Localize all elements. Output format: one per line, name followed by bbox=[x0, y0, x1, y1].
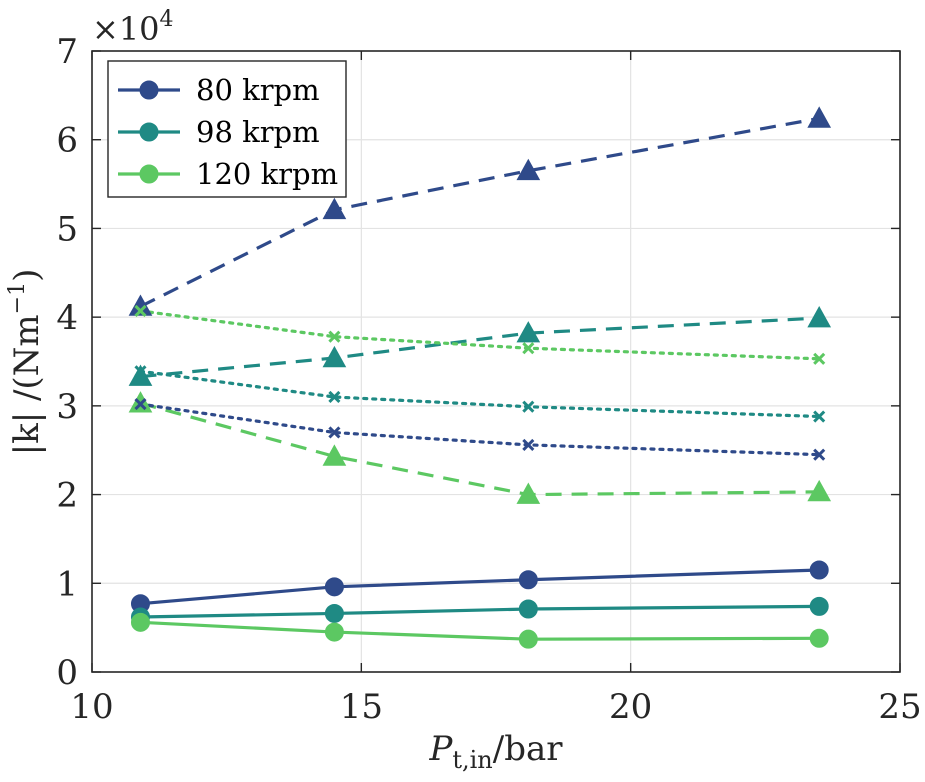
y-tick-label: 0 bbox=[56, 653, 78, 693]
series-line-4 bbox=[140, 316, 820, 379]
axis-ticks bbox=[91, 50, 901, 673]
legend-marker-1 bbox=[139, 122, 159, 142]
y-tick-label: 4 bbox=[56, 298, 78, 338]
legend-label-1: 98 krpm bbox=[196, 115, 320, 149]
data-point-4-1 bbox=[322, 345, 347, 368]
data-point-3-3 bbox=[807, 106, 832, 128]
series-line-0 bbox=[140, 568, 820, 606]
data-point-7-0 bbox=[134, 365, 147, 378]
data-point-8-2 bbox=[522, 342, 535, 355]
legend-label-0: 80 krpm bbox=[196, 73, 320, 107]
y-tick-label: 1 bbox=[56, 564, 78, 604]
y-tick-label: 6 bbox=[56, 121, 78, 161]
data-point-2-1 bbox=[324, 622, 344, 642]
data-point-4-2 bbox=[516, 321, 541, 343]
x-tick-label: 10 bbox=[70, 687, 113, 727]
data-point-3-1 bbox=[322, 197, 347, 220]
data-point-5-1 bbox=[322, 444, 347, 466]
data-point-7-2 bbox=[522, 400, 535, 413]
data-point-4-3 bbox=[807, 306, 832, 328]
legend-label-2: 120 krpm bbox=[196, 157, 338, 191]
x-tick-label: 20 bbox=[609, 687, 652, 727]
series-line-8 bbox=[138, 309, 821, 361]
data-point-7-1 bbox=[328, 390, 341, 404]
data-point-1-3 bbox=[809, 596, 829, 616]
data-point-3-0 bbox=[128, 294, 153, 316]
data-point-6-2 bbox=[522, 438, 535, 451]
data-point-2-0 bbox=[130, 612, 150, 632]
data-point-0-3 bbox=[809, 560, 829, 580]
series-line-1 bbox=[140, 604, 820, 619]
x-tick-label: 25 bbox=[878, 687, 921, 727]
x-axis-label: Pt,in/bar bbox=[428, 729, 563, 774]
legend: 80 krpm 98 krpm 120 krpm bbox=[107, 60, 347, 198]
series-lines bbox=[138, 116, 821, 641]
y-tick-label: 7 bbox=[56, 32, 78, 72]
data-point-0-2 bbox=[518, 570, 538, 590]
data-point-2-3 bbox=[809, 628, 829, 648]
grid-lines bbox=[92, 51, 900, 672]
y-tick-label: 3 bbox=[56, 387, 78, 427]
series-line-7 bbox=[138, 369, 821, 419]
series-line-5 bbox=[140, 401, 820, 497]
series-markers bbox=[128, 106, 832, 649]
data-point-3-2 bbox=[516, 158, 541, 181]
series-line-2 bbox=[140, 620, 820, 641]
y-axis-label: |k| /(Nm−1) bbox=[5, 269, 47, 456]
data-point-6-1 bbox=[328, 426, 341, 439]
data-point-7-3 bbox=[813, 410, 826, 423]
data-point-5-2 bbox=[516, 482, 541, 504]
data-point-8-3 bbox=[813, 352, 826, 365]
x-tick-labels: 10 15 20 25 bbox=[70, 687, 921, 727]
data-point-8-1 bbox=[328, 330, 341, 343]
data-point-2-2 bbox=[518, 629, 538, 649]
data-point-6-0 bbox=[134, 398, 147, 411]
y-tick-label: 2 bbox=[56, 476, 78, 516]
legend-marker-2 bbox=[139, 164, 159, 184]
data-point-1-1 bbox=[324, 603, 344, 623]
y-tick-labels: 0 1 2 3 4 5 6 7 bbox=[56, 32, 78, 693]
plot-frame bbox=[91, 50, 901, 673]
data-point-8-0 bbox=[134, 304, 147, 317]
data-point-6-3 bbox=[813, 448, 826, 461]
series-line-6 bbox=[138, 402, 821, 457]
data-point-1-2 bbox=[518, 599, 538, 619]
series-line-3 bbox=[139, 116, 820, 308]
legend-marker-0 bbox=[139, 80, 159, 100]
data-point-5-3 bbox=[807, 479, 832, 502]
y-multiplier: ×104 bbox=[92, 7, 174, 48]
y-tick-label: 5 bbox=[56, 209, 78, 249]
x-tick-label: 15 bbox=[340, 687, 383, 727]
data-point-0-1 bbox=[324, 577, 344, 597]
